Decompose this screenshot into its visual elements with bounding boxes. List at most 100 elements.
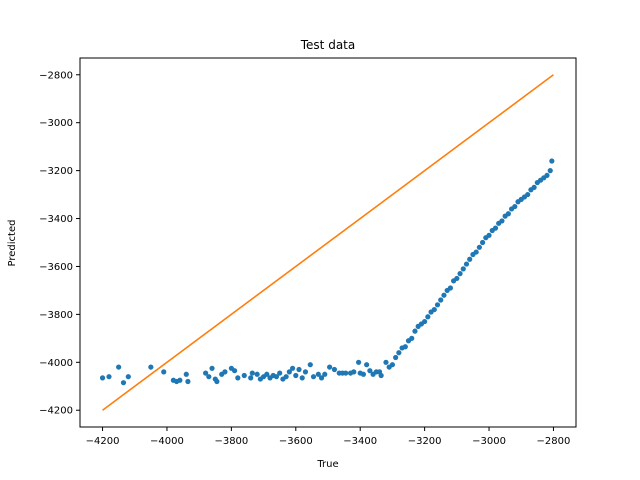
scatter-point-75 (425, 314, 431, 320)
scatter-point-113 (547, 168, 553, 174)
scatter-point-88 (467, 256, 473, 262)
scatter-point-82 (447, 285, 453, 291)
scatter-point-16 (214, 378, 220, 385)
y-tick-label: −2800 (39, 70, 73, 81)
scatter-series (99, 158, 555, 386)
scatter-point-86 (460, 266, 466, 272)
scatter-point-53 (355, 359, 362, 365)
scatter-point-57 (367, 368, 373, 374)
x-tick-label: −3600 (279, 436, 313, 447)
scatter-point-28 (264, 371, 270, 377)
y-tick-label: −3200 (39, 166, 73, 177)
scatter-point-108 (531, 184, 537, 190)
y-axis-ticks: −4200 −4000 −3800 −3600 −3400 −3200 −3000 −2800 (39, 70, 80, 417)
scatter-point-62 (383, 359, 389, 365)
scatter-point-1 (106, 374, 112, 380)
y-tick-label: −4200 (39, 406, 73, 417)
y-axis-label: Predicted (7, 220, 18, 267)
scatter-point-9 (177, 377, 183, 383)
scatter-point-21 (235, 375, 241, 381)
plot-frame (79, 57, 577, 428)
scatter-point-52 (351, 369, 357, 375)
scatter-point-71 (412, 328, 418, 334)
scatter-point-14 (209, 365, 215, 371)
y-tick-label: −3600 (39, 262, 73, 273)
identity-line-series (102, 74, 554, 411)
x-tick-label: −3400 (343, 436, 377, 447)
scatter-point-6 (161, 369, 167, 375)
scatter-point-85 (457, 271, 463, 277)
scatter-point-18 (222, 369, 228, 375)
scatter-point-12 (203, 370, 209, 376)
scatter-point-55 (360, 371, 367, 377)
scatter-point-44 (318, 375, 325, 381)
scatter-point-98 (499, 218, 505, 224)
x-tick-label: −3200 (408, 436, 442, 447)
scatter-point-5 (148, 364, 154, 370)
scatter-point-3 (120, 380, 127, 386)
x-tick-label: −2800 (537, 436, 571, 447)
scatter-point-36 (289, 365, 296, 371)
scatter-point-68 (402, 344, 408, 350)
scatter-point-20 (231, 368, 238, 374)
scatter-point-39 (299, 375, 305, 381)
scatter-point-10 (183, 371, 189, 377)
scatter-point-0 (99, 375, 106, 381)
x-axis-ticks: −4200 −4000 −3800 −3600 −3400 −3200 −3000 −2800 (86, 427, 571, 447)
scatter-point-38 (296, 366, 302, 373)
scatter-point-84 (454, 275, 460, 282)
scatter-point-64 (389, 362, 396, 368)
scatter-point-24 (249, 370, 255, 376)
scatter-point-47 (331, 366, 338, 373)
scatter-point-31 (273, 374, 280, 380)
scatter-point-90 (473, 249, 479, 255)
scatter-point-22 (241, 372, 247, 379)
scatter-point-56 (364, 362, 370, 368)
x-tick-label: −3800 (214, 436, 248, 447)
scatter-point-35 (286, 369, 292, 375)
x-tick-label: −4000 (150, 436, 184, 447)
scatter-point-4 (125, 374, 131, 380)
scatter-point-13 (206, 374, 212, 380)
scatter-point-37 (293, 372, 299, 379)
scatter-point-96 (492, 225, 499, 231)
scatter-point-70 (409, 335, 415, 341)
scatter-point-79 (438, 297, 444, 303)
scatter-point-100 (505, 211, 511, 217)
scatter-point-78 (434, 302, 441, 308)
scatter-point-43 (315, 371, 321, 377)
scatter-point-114 (549, 158, 555, 164)
scatter-point-102 (512, 203, 518, 210)
x-tick-label: −4200 (86, 436, 120, 447)
scatter-point-74 (422, 318, 428, 325)
chart-title: Test data (300, 38, 355, 52)
scatter-point-92 (479, 239, 486, 246)
scatter-point-2 (116, 364, 122, 370)
scatter-point-25 (254, 371, 260, 377)
scatter-point-87 (463, 261, 470, 267)
scatter-point-77 (431, 306, 437, 313)
scatter-point-23 (248, 375, 254, 381)
x-tick-label: −3000 (472, 436, 506, 447)
scatter-point-32 (277, 370, 283, 376)
scatter-point-61 (378, 372, 384, 379)
y-tick-label: −4000 (39, 358, 73, 369)
y-tick-label: −3000 (39, 118, 73, 129)
x-axis-label: True (316, 459, 338, 470)
scatter-point-91 (476, 244, 482, 250)
y-tick-label: −3800 (39, 310, 73, 321)
identity-line (102, 74, 554, 411)
scatter-point-42 (310, 374, 317, 380)
scatter-point-45 (322, 371, 328, 377)
scatter-point-50 (343, 370, 349, 376)
scatter-point-80 (441, 292, 447, 298)
y-tick-label: −3400 (39, 214, 73, 225)
scatter-point-46 (327, 364, 333, 370)
scatter-point-112 (544, 172, 550, 179)
scatter-point-94 (486, 232, 492, 238)
scatter-point-34 (283, 374, 289, 380)
scatter-point-11 (185, 378, 191, 385)
scatter-point-106 (525, 191, 531, 198)
scatter-point-65 (393, 354, 399, 361)
